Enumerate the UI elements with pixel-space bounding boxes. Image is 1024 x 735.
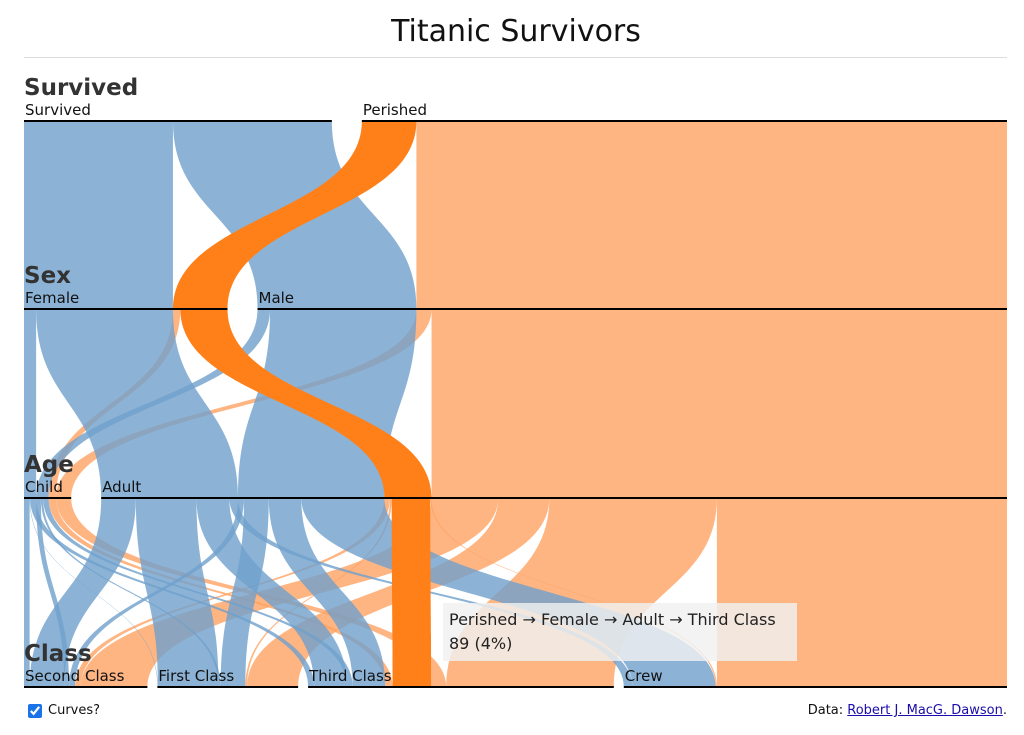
category-label-first-class: First Class bbox=[158, 667, 234, 685]
ribbon-survived-male-child-first-class[interactable] bbox=[40, 498, 221, 687]
category-label-third-class: Third Class bbox=[308, 667, 392, 685]
category-label-crew: Crew bbox=[625, 667, 663, 685]
ribbon-perished-female-child-third-class[interactable] bbox=[48, 498, 393, 687]
category-label-adult: Adult bbox=[102, 478, 141, 496]
title-divider bbox=[24, 57, 1007, 58]
ribbon-perished-male-child[interactable] bbox=[56, 309, 432, 498]
credit-link[interactable]: Robert J. MacG. Dawson bbox=[847, 703, 1003, 718]
ribbon-perished-male-adult[interactable] bbox=[431, 309, 1007, 498]
ribbon-survived-female-child[interactable] bbox=[24, 309, 37, 498]
ribbon-survived-female[interactable] bbox=[24, 121, 173, 309]
category-label-child: Child bbox=[25, 478, 63, 496]
category-label-male: Male bbox=[259, 289, 295, 307]
dimension-label-survived: Survived bbox=[24, 75, 138, 101]
ribbon-tooltip: Perished → Female → Adult → Third Class … bbox=[443, 603, 797, 661]
tooltip-value: 89 (4%) bbox=[449, 634, 513, 653]
category-label-perished: Perished bbox=[363, 101, 427, 119]
ribbon-survived-female-child-third-class[interactable] bbox=[30, 498, 315, 687]
page-title: Titanic Survivors bbox=[391, 14, 641, 49]
ribbon-perished-male-adult-second-class[interactable] bbox=[80, 498, 499, 687]
data-credit: Data: Robert J. MacG. Dawson. bbox=[808, 703, 1007, 718]
ribbon-survived-female-child-first-class[interactable] bbox=[29, 498, 158, 687]
ribbon-perished-female[interactable] bbox=[172, 121, 417, 309]
ribbon-perished-male[interactable] bbox=[416, 121, 1007, 309]
ribbon-survived-male-adult-third-class[interactable] bbox=[268, 498, 386, 687]
credit-suffix: . bbox=[1002, 703, 1007, 718]
ribbon-survived-female-adult-second-class[interactable] bbox=[29, 498, 136, 687]
tooltip-path: Perished → Female → Adult → Third Class bbox=[449, 610, 776, 629]
ribbon-survived-male-child-second-class[interactable] bbox=[36, 498, 70, 687]
ribbon-perished-female-adult-crew[interactable] bbox=[430, 498, 717, 687]
ribbon-survived-female-adult-crew[interactable] bbox=[229, 498, 633, 687]
dimension-label-age: Age bbox=[24, 452, 74, 478]
ribbon-survived-female-child-second-class[interactable] bbox=[24, 498, 30, 687]
curves-checkbox[interactable] bbox=[28, 703, 42, 718]
dimension-label-class: Class bbox=[24, 641, 92, 667]
curves-toggle[interactable]: Curves? bbox=[28, 703, 100, 718]
credit-prefix: Data: bbox=[807, 703, 848, 718]
dimension-label-sex: Sex bbox=[24, 263, 71, 289]
ribbon-survived-female-adult-third-class[interactable] bbox=[196, 498, 348, 687]
ribbon-survived-female-adult-first-class[interactable] bbox=[135, 498, 219, 687]
curves-label: Curves? bbox=[48, 703, 101, 718]
ribbon-perished-female-adult[interactable] bbox=[180, 309, 432, 498]
ribbon-perished-female-adult-third-class[interactable] bbox=[391, 498, 432, 687]
ribbon-survived-male-adult-first-class[interactable] bbox=[220, 498, 269, 687]
ribbon-survived-female-adult[interactable] bbox=[36, 309, 239, 498]
category-label-second-class: Second Class bbox=[25, 667, 125, 685]
category-label-female: Female bbox=[25, 289, 79, 307]
ribbons-layer bbox=[24, 121, 1007, 687]
category-label-survived: Survived bbox=[25, 101, 91, 119]
